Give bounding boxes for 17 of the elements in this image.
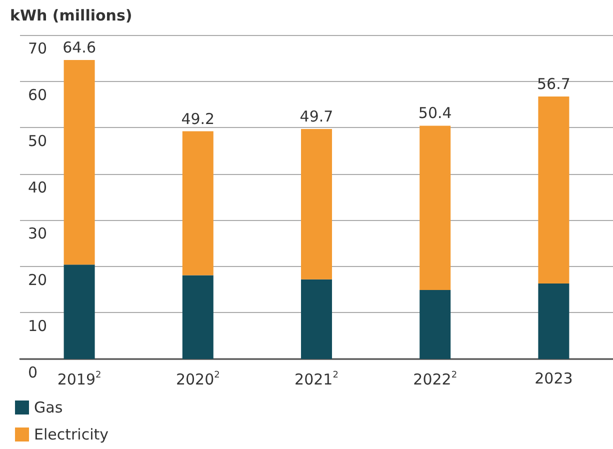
total-label: 56.7 bbox=[536, 75, 570, 94]
x-tick-label: 2023 bbox=[534, 370, 573, 388]
y-tick-label: 60 bbox=[28, 86, 48, 104]
total-label: 49.2 bbox=[181, 110, 215, 128]
y-tick-label: 10 bbox=[28, 317, 48, 336]
y-tick-label: 40 bbox=[28, 178, 48, 196]
total-label: 64.6 bbox=[62, 38, 96, 56]
y-tick-label: 30 bbox=[28, 224, 48, 243]
total-label: 49.7 bbox=[300, 107, 334, 126]
total-label: 50.4 bbox=[418, 104, 452, 122]
y-tick-label: 0 bbox=[28, 364, 38, 382]
y-axis-title: kWh (millions) bbox=[10, 6, 132, 24]
y-tick-label: 70 bbox=[28, 40, 48, 58]
legend-label: Gas bbox=[34, 398, 63, 416]
legend-label: Electricity bbox=[34, 426, 109, 444]
y-tick-label: 50 bbox=[28, 132, 48, 150]
y-tick-label: 20 bbox=[28, 270, 48, 289]
